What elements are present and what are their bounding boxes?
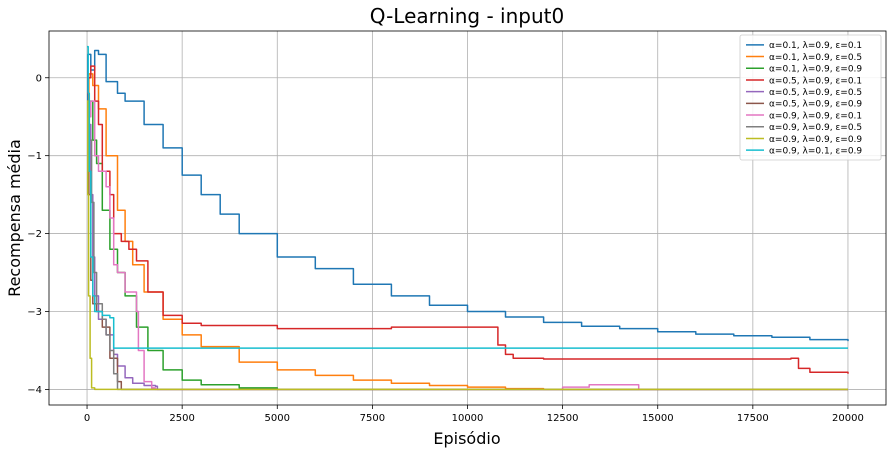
x-tick-label: 10000 xyxy=(452,413,484,424)
legend-label: α=0.1, λ=0.9, ε=0.5 xyxy=(769,53,862,63)
series-line-2 xyxy=(87,73,848,391)
x-tick-label: 20000 xyxy=(832,413,864,424)
x-tick-label: 7500 xyxy=(360,413,385,424)
y-tick-label: −4 xyxy=(27,385,42,396)
x-axis-label: Episódio xyxy=(433,429,500,448)
legend-label: α=0.5, λ=0.9, ε=0.5 xyxy=(769,88,862,98)
legend-label: α=0.5, λ=0.9, ε=0.9 xyxy=(769,100,862,110)
x-axis-ticks: 0 2500 5000 7500 10000 12500 15000 17500 20000 xyxy=(84,405,864,424)
legend-label: α=0.9, λ=0.1, ε=0.9 xyxy=(769,146,862,156)
legend-label: α=0.9, λ=0.9, ε=0.1 xyxy=(769,111,862,121)
x-tick-label: 5000 xyxy=(265,413,290,424)
y-tick-label: −1 xyxy=(27,151,42,162)
legend-label: α=0.1, λ=0.9, ε=0.1 xyxy=(769,41,862,51)
legend-label: α=0.1, λ=0.9, ε=0.9 xyxy=(769,65,862,75)
series-line-7 xyxy=(87,100,848,391)
chart-title: Q-Learning - input0 xyxy=(370,4,564,28)
x-tick-label: 2500 xyxy=(169,413,194,424)
x-tick-label: 12500 xyxy=(547,413,579,424)
series-lines xyxy=(87,45,849,391)
legend: α=0.1, λ=0.9, ε=0.1 α=0.1, λ=0.9, ε=0.5 α=… xyxy=(739,34,882,161)
x-tick-label: 0 xyxy=(84,413,90,424)
y-tick-label: 0 xyxy=(36,73,42,84)
x-tick-label: 15000 xyxy=(642,413,674,424)
y-axis-ticks: 0 −1 −2 −3 −4 xyxy=(27,73,49,396)
legend-label: α=0.5, λ=0.9, ε=0.1 xyxy=(769,76,862,86)
y-tick-label: −2 xyxy=(27,229,42,240)
legend-label: α=0.9, λ=0.9, ε=0.5 xyxy=(769,123,862,133)
series-line-4 xyxy=(87,65,849,374)
series-line-10 xyxy=(87,45,848,349)
x-tick-label: 17500 xyxy=(737,413,769,424)
y-tick-label: −3 xyxy=(27,307,42,318)
series-line-1 xyxy=(87,49,849,342)
legend-box xyxy=(739,34,882,161)
series-line-9 xyxy=(87,100,848,391)
legend-label: α=0.9, λ=0.9, ε=0.9 xyxy=(769,135,862,145)
series-line-3 xyxy=(87,100,848,391)
y-axis-label: Recompensa média xyxy=(5,139,24,297)
